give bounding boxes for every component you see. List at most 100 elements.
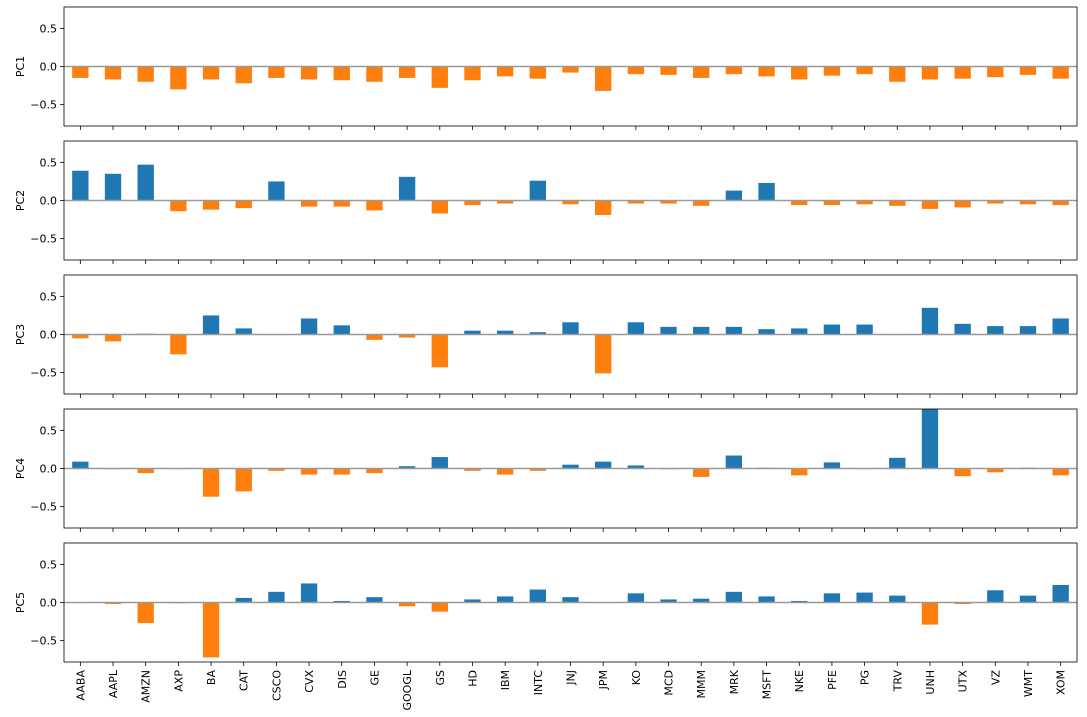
x-tick-label-vz: VZ [989, 670, 1002, 686]
y-tick-label: −0.5 [30, 501, 57, 514]
x-tick-label-cat: CAT [238, 670, 251, 691]
bar-pc1-jnj [562, 66, 579, 73]
x-tick-label-ge: GE [368, 670, 381, 686]
x-tick-label-xom: XOM [1055, 670, 1068, 695]
bar-pc3-gs [431, 334, 448, 368]
bar-pc2-csco [268, 181, 285, 201]
bar-pc4-hd [464, 468, 481, 471]
y-tick-label: −0.5 [30, 635, 57, 648]
bar-pc5-xom [1052, 584, 1069, 603]
bar-pc1-nke [791, 66, 808, 80]
panel-pc1: −0.5 0.0 0.5 PC1 [14, 6, 1078, 130]
x-tick-label-wmt: WMT [1022, 670, 1035, 697]
bar-pc2-dis [333, 200, 350, 207]
bar-pc4-mmm [693, 468, 710, 477]
bar-pc1-dis [333, 66, 350, 81]
bar-pc5-trv [889, 595, 906, 603]
bar-pc5-wmt [1019, 595, 1037, 603]
bar-pc5-unh [921, 602, 939, 625]
bar-pc3-axp [170, 334, 187, 355]
bar-pc1-googl [398, 66, 416, 78]
bar-pc2-intc [529, 180, 546, 201]
bar-pc1-wmt [1019, 66, 1037, 75]
y-tick-label: 0.0 [40, 195, 58, 208]
bar-pc2-ko [627, 200, 645, 204]
bar-pc3-ge [366, 334, 383, 340]
x-tick-label-jnj: JNJ [565, 670, 578, 686]
panel-pc2: −0.5 0.0 0.5 PC2 [14, 140, 1078, 264]
x-tick-label-intc: INTC [532, 670, 545, 696]
x-tick-label-dis: DIS [336, 670, 349, 689]
bar-pc3-googl [398, 334, 416, 338]
bar-pc2-vz [987, 200, 1004, 204]
bar-pc4-jpm [595, 461, 612, 469]
bar-pc3-ibm [496, 330, 514, 335]
y-tick-label: 0.0 [40, 61, 58, 74]
bar-pc3-jpm [595, 334, 612, 374]
x-tick-label-mrk: MRK [728, 669, 741, 694]
bar-pc2-msft [758, 182, 775, 201]
bar-pc2-googl [398, 176, 416, 201]
x-tick-label-gs: GS [434, 670, 447, 686]
bar-pc3-vz [987, 326, 1004, 335]
x-tick-label-hd: HD [466, 670, 479, 687]
bar-pc2-ibm [496, 200, 514, 204]
x-tick-label-nke: NKE [793, 670, 806, 692]
bar-pc1-ge [366, 66, 383, 82]
bar-pc4-ge [366, 468, 383, 474]
y-axis-label: PC4 [14, 458, 27, 479]
x-tick-label-jpm: JPM [597, 670, 610, 690]
bar-pc5-amzn [137, 602, 154, 624]
bar-pc4-vz [987, 468, 1004, 473]
bar-pc3-hd [464, 330, 481, 335]
bar-pc2-xom [1052, 200, 1069, 206]
bar-pc5-jnj [562, 597, 579, 603]
bar-pc2-wmt [1019, 200, 1037, 205]
bar-pc2-mcd [660, 200, 677, 204]
bar-pc4-dis [333, 468, 350, 475]
bar-pc5-gs [431, 602, 448, 612]
bar-pc3-jnj [562, 322, 579, 335]
bar-pc4-trv [889, 457, 906, 469]
bar-pc4-utx [954, 468, 971, 477]
bar-pc1-csco [268, 66, 285, 78]
bar-pc1-ibm [496, 66, 514, 77]
bar-pc3-dis [333, 325, 350, 335]
bar-pc2-pfe [823, 200, 841, 206]
bar-pc2-trv [889, 200, 906, 206]
bar-pc4-aaba [72, 461, 89, 469]
bar-pc4-xom [1052, 468, 1069, 476]
bar-pc4-ba [202, 468, 220, 497]
bar-pc4-jnj [562, 464, 579, 469]
bar-pc2-cat [235, 200, 252, 209]
bar-pc1-cvx [300, 66, 318, 80]
bar-pc4-intc [529, 468, 546, 471]
bar-pc3-ko [627, 322, 645, 335]
y-axis-label: PC5 [14, 592, 27, 613]
y-tick-label: −0.5 [30, 99, 57, 112]
x-tick-label-unh: UNH [924, 670, 937, 695]
bar-pc4-cat [235, 468, 252, 492]
y-tick-label: 0.5 [40, 558, 58, 571]
bar-pc4-nke [791, 468, 808, 476]
bar-pc5-pg [856, 592, 873, 603]
bar-pc2-ge [366, 200, 383, 211]
bar-pc1-pg [856, 66, 873, 75]
y-tick-label: 0.5 [40, 156, 58, 169]
y-tick-label: 0.0 [40, 329, 58, 342]
y-tick-label: 0.5 [40, 424, 58, 437]
bar-pc2-amzn [137, 164, 154, 201]
panel-pc4: −0.5 0.0 0.5 PC4 [14, 408, 1078, 532]
x-tick-label-ibm: IBM [499, 670, 512, 690]
bar-pc3-utx [954, 323, 971, 335]
x-tick-label-msft: MSFT [761, 670, 774, 700]
bar-pc2-axp [170, 200, 187, 212]
bar-pc5-cat [235, 597, 252, 603]
bar-pc2-mrk [725, 190, 743, 201]
bar-pc5-ko [627, 593, 645, 603]
x-tick-label-csco: CSCO [270, 670, 283, 701]
bar-pc3-mmm [693, 326, 710, 335]
panel-pc3: −0.5 0.0 0.5 PC3 [14, 274, 1078, 398]
